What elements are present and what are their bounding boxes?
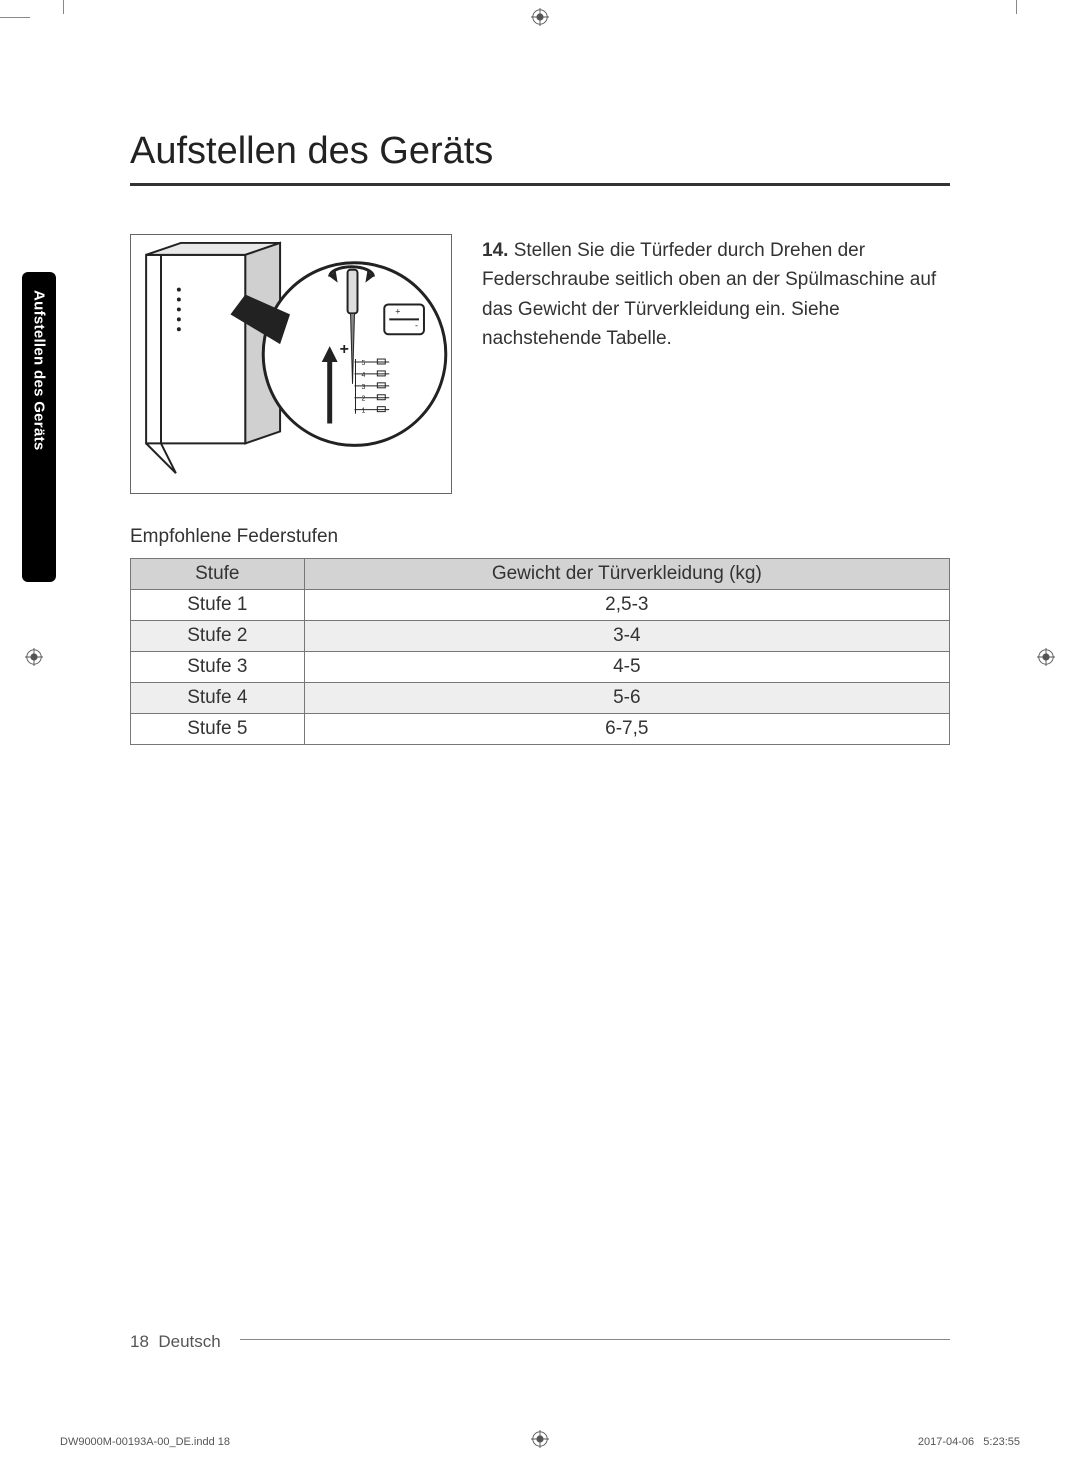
registration-mark-icon: [25, 648, 43, 666]
table-row: Stufe 34-5: [131, 652, 950, 683]
col-header-weight: Gewicht der Türverkleidung (kg): [304, 559, 949, 590]
section-side-tab: Aufstellen des Geräts: [22, 272, 56, 582]
svg-text:+: +: [340, 341, 349, 358]
page-number: 18: [130, 1332, 149, 1351]
col-header-level: Stufe: [131, 559, 305, 590]
instruction-step: + - + 5 4 3 2 1: [130, 234, 950, 494]
svg-text:1: 1: [361, 408, 365, 415]
step-number: 14.: [482, 240, 508, 261]
svg-text:3: 3: [361, 384, 365, 391]
step-description: Stellen Sie die Türfeder durch Drehen de…: [482, 240, 936, 349]
registration-mark-icon: [1037, 648, 1055, 666]
table-row: Stufe 12,5-3: [131, 590, 950, 621]
print-time: 5:23:55: [983, 1436, 1020, 1448]
svg-text:2: 2: [361, 396, 365, 403]
print-date: 2017-04-06: [918, 1436, 974, 1448]
svg-text:4: 4: [361, 372, 365, 379]
print-metadata: DW9000M-00193A-00_DE.indd 18 2017-04-06 …: [60, 1436, 1020, 1448]
side-tab-label: Aufstellen des Geräts: [31, 290, 48, 451]
svg-text:5: 5: [361, 360, 365, 367]
table-row: Stufe 56-7,5: [131, 714, 950, 745]
footer-rule: [240, 1339, 950, 1340]
table-caption: Empfohlene Federstufen: [130, 526, 950, 548]
instruction-figure: + - + 5 4 3 2 1: [130, 234, 452, 494]
table-row: Stufe 45-6: [131, 683, 950, 714]
footer-language: Deutsch: [158, 1332, 220, 1351]
print-file: DW9000M-00193A-00_DE.indd 18: [60, 1436, 230, 1448]
table-row: Stufe 23-4: [131, 621, 950, 652]
page-title: Aufstellen des Geräts: [130, 130, 950, 186]
page-body: Aufstellen des Geräts Aufstellen des Ger…: [60, 30, 1020, 1416]
step-text: 14. Stellen Sie die Türfeder durch Drehe…: [482, 234, 950, 494]
page-footer: 18 Deutsch: [130, 1332, 221, 1352]
svg-text:-: -: [415, 320, 418, 330]
spring-levels-table: Stufe Gewicht der Türverkleidung (kg) St…: [130, 558, 950, 745]
svg-text:+: +: [395, 306, 400, 316]
registration-mark-icon: [531, 8, 549, 26]
